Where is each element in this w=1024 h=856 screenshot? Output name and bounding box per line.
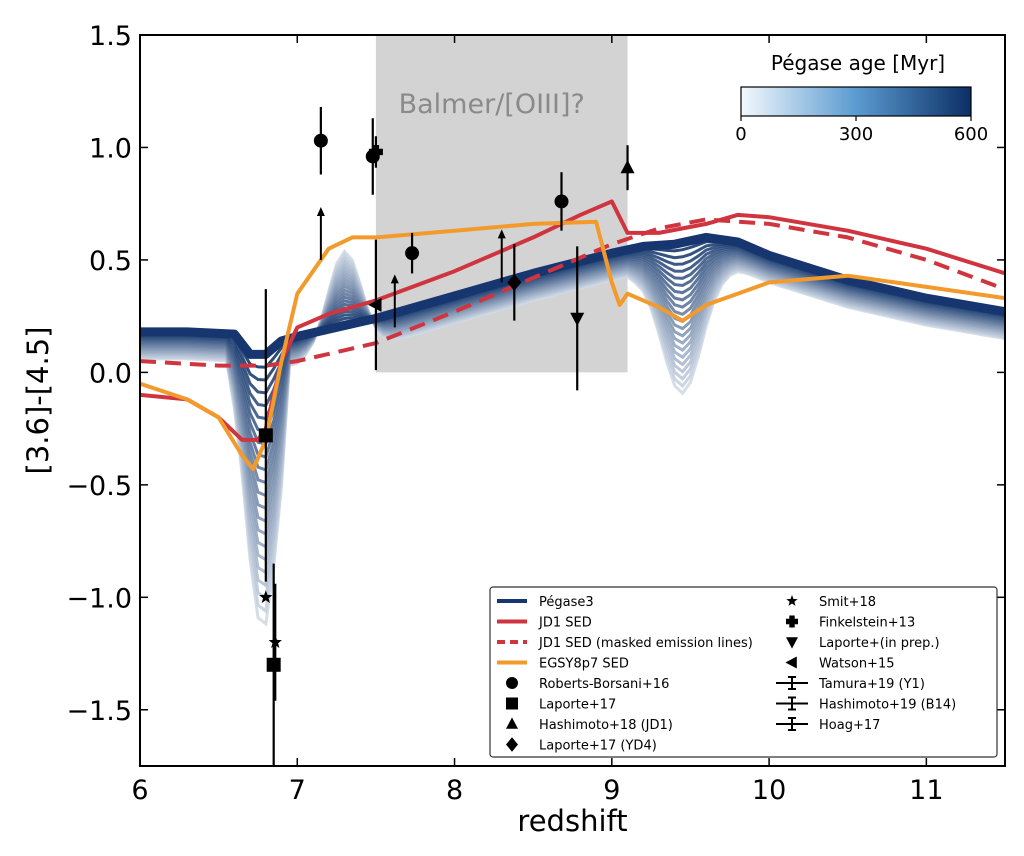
- legend-label: Hashimoto+19 (B14): [819, 698, 956, 713]
- data-point-square: [266, 657, 281, 672]
- legend-marker-triangle-left: [785, 656, 797, 669]
- colorbar-tick-label: 0: [735, 124, 746, 145]
- legend-label: Laporte+17: [539, 698, 616, 713]
- x-tick-label: 8: [446, 775, 463, 806]
- legend-label: JD1 SED: [538, 616, 592, 631]
- y-tick-label: 1.5: [89, 21, 132, 52]
- legend-marker-diamond: [506, 737, 518, 752]
- data-point-square: [258, 428, 273, 443]
- legend-marker-circle: [506, 677, 518, 689]
- legend-marker-triangle: [506, 717, 518, 729]
- data-point-star: [268, 635, 282, 648]
- y-tick-label: 1.0: [89, 133, 132, 164]
- data-point-triangle: [620, 160, 635, 174]
- legend-marker-square: [506, 697, 518, 710]
- lower-limit-arrow-head: [497, 229, 506, 239]
- data-point-triangle-left: [368, 297, 382, 312]
- legend-label: Smit+18: [819, 595, 876, 610]
- plot-frame: [139, 34, 1006, 767]
- data-point-circle: [554, 194, 569, 209]
- data-point-diamond: [507, 274, 522, 291]
- data-point-circle: [405, 246, 420, 261]
- x-tick-label: 6: [131, 775, 148, 806]
- legend-label: Hoag+17: [819, 718, 880, 733]
- x-tick-label: 11: [909, 775, 943, 806]
- data-point-star: [259, 590, 273, 603]
- lower-limit-arrow-head: [390, 274, 399, 284]
- legend-label: EGSY8p7 SED: [539, 657, 629, 672]
- y-tick-label: 0.0: [89, 358, 132, 389]
- legend-label: Hashimoto+18 (JD1): [539, 718, 673, 733]
- data-point-cross: [368, 144, 383, 159]
- legend-marker-triangle-down: [786, 637, 798, 649]
- plot-area: Balmer/[OIII]?: [140, 35, 1005, 766]
- x-tick-label: 7: [289, 775, 306, 806]
- y-tick-label: −0.5: [66, 471, 132, 502]
- legend-label: Watson+15: [819, 657, 895, 672]
- legend-label: Roberts-Borsani+16: [539, 677, 669, 692]
- y-tick-label: −1.5: [66, 696, 132, 727]
- data-point-circle: [313, 133, 328, 148]
- series-line-jd1-sed: [140, 199, 1005, 442]
- x-tick-label: 10: [752, 775, 786, 806]
- legend-label: Laporte+17 (YD4): [539, 739, 657, 754]
- legend-label: Tamura+19 (Y1): [818, 677, 925, 692]
- series-line-jd1-sed-masked-emission-lines-: [140, 217, 1005, 368]
- shaded-region-label: Balmer/[OIII]?: [399, 89, 585, 120]
- x-axis-title: redshift: [517, 804, 627, 838]
- y-axis-title: [3.6]-[4.5]: [21, 327, 55, 475]
- colorbar-title: Pégase age [Myr]: [771, 51, 945, 75]
- lower-limit-arrow-head: [316, 206, 325, 216]
- legend-label: Finkelstein+13: [819, 616, 915, 631]
- legend-label: Pégase3: [539, 595, 594, 610]
- legend-box: [489, 586, 998, 758]
- colorbar-tick-label: 600: [954, 124, 988, 145]
- legend-marker-star: [786, 595, 798, 606]
- data-point-triangle-down: [570, 312, 585, 327]
- legend-label: Laporte+(in prep.): [819, 636, 940, 651]
- legend-label: JD1 SED (masked emission lines): [538, 636, 753, 651]
- y-tick-label: 0.5: [89, 246, 132, 277]
- x-tick-label: 9: [603, 775, 620, 806]
- colorbar-tick-label: 300: [839, 124, 873, 145]
- legend-marker-cross: [786, 615, 798, 628]
- y-tick-label: −1.0: [66, 583, 132, 614]
- series-line-egsy8p7-sed: [140, 219, 1005, 472]
- series-line-p-gase3: [140, 232, 1005, 359]
- colorbar: [740, 86, 972, 117]
